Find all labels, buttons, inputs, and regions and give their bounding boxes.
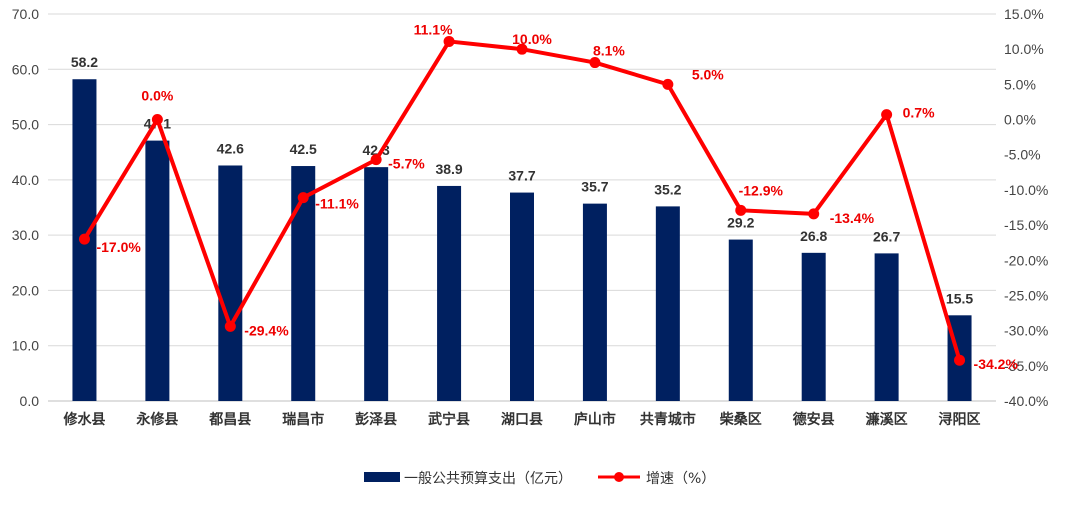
category-label: 永修县 [135, 411, 178, 428]
growth-point [808, 208, 820, 220]
right-axis-ticks: -40.0% -35.0% -30.0% -25.0% -20.0% -15.0% -10.… [1004, 6, 1048, 409]
left-tick-label: 30.0 [12, 227, 39, 243]
growth-data-label: 0.0% [141, 88, 173, 104]
category-axis-labels: 修水县 永修县 都昌县 瑞昌市 彭泽县 武宁县 湖口县 庐山市 共青城市 柴桑区 德安县 濂溪区 浔阳区 [62, 411, 980, 428]
right-tick-label: -25.0% [1004, 287, 1048, 303]
bar [437, 185, 462, 401]
growth-point [954, 354, 966, 366]
left-tick-label: 10.0 [12, 338, 39, 354]
right-tick-label: -30.0% [1004, 323, 1048, 339]
bar [874, 253, 899, 401]
growth-point [78, 233, 90, 245]
category-label: 柴桑区 [719, 411, 762, 428]
bar [218, 165, 243, 401]
growth-data-label: -34.2% [974, 356, 1019, 372]
growth-point [151, 114, 163, 126]
right-tick-label: -5.0% [1004, 147, 1041, 163]
bar-data-label: 38.9 [435, 161, 462, 177]
bar-data-label: 35.2 [654, 181, 681, 197]
category-label: 湖口县 [501, 412, 543, 428]
category-label: 武宁县 [428, 411, 470, 428]
bar [655, 206, 680, 401]
growth-data-label: 11.1% [414, 21, 453, 37]
right-tick-label: -15.0% [1004, 217, 1048, 233]
right-tick-label: -35.0% [1004, 358, 1048, 374]
bar-data-label: 42.6 [217, 140, 244, 156]
left-axis-ticks: 0.0 10.0 20.0 30.0 40.0 50.0 60.0 70.0 [12, 6, 39, 409]
line-data-labels: -17.0% 0.0% -29.4% -11.1% -5.7% 11.1% 10.0% 8.1… [96, 21, 1018, 372]
right-tick-label: -10.0% [1004, 182, 1048, 198]
legend-bar-label: 一般公共预算支出（亿元） [404, 471, 572, 487]
right-tick-label: 0.0% [1004, 112, 1036, 128]
left-tick-label: 20.0 [12, 282, 39, 298]
growth-data-label: -17.0% [96, 239, 141, 255]
bar-data-label: 26.7 [873, 228, 900, 244]
right-tick-label: -20.0% [1004, 252, 1048, 268]
category-label: 濂溪区 [866, 411, 908, 428]
growth-data-label: -13.4% [830, 210, 875, 226]
growth-point [589, 57, 601, 69]
right-tick-label: 5.0% [1004, 76, 1036, 92]
right-tick-label: -40.0% [1004, 393, 1048, 409]
legend-bar-swatch [364, 472, 400, 482]
bar-data-label: 58.2 [71, 54, 98, 70]
left-tick-label: 70.0 [12, 6, 39, 22]
growth-point [881, 109, 893, 121]
line-series [78, 35, 966, 366]
growth-point [370, 154, 382, 166]
category-label: 瑞昌市 [282, 411, 324, 428]
category-label: 德安县 [793, 411, 835, 428]
growth-point [224, 320, 236, 332]
left-tick-label: 40.0 [12, 172, 39, 188]
growth-point [516, 43, 528, 55]
growth-point [443, 35, 455, 47]
growth-data-label: 8.1% [593, 43, 625, 59]
bar [291, 166, 316, 401]
legend: 一般公共预算支出（亿元） 增速（%） [364, 471, 715, 487]
bar-data-labels: 58.247.142.642.542.338.937.735.735.229.2… [71, 54, 974, 306]
growth-point [662, 78, 674, 90]
right-tick-label: 10.0% [1004, 41, 1044, 57]
growth-data-label: 10.0% [512, 31, 552, 47]
bar-data-label: 37.7 [508, 168, 535, 184]
category-label: 都昌县 [208, 412, 251, 428]
bar-data-label: 26.8 [800, 228, 827, 244]
bar [364, 167, 389, 401]
bar-data-label: 29.2 [727, 215, 754, 231]
bar [801, 252, 826, 401]
legend-line-label: 增速（%） [646, 471, 715, 487]
bar [510, 192, 534, 401]
bar-data-label: 15.5 [946, 290, 973, 306]
bar-data-label: 35.7 [581, 179, 608, 195]
growth-data-label: -11.1% [315, 196, 359, 212]
category-label: 共青城市 [640, 411, 696, 428]
left-tick-label: 50.0 [12, 117, 39, 133]
growth-data-label: 5.0% [692, 66, 724, 82]
bar [145, 140, 170, 401]
bar [728, 239, 753, 401]
left-tick-label: 60.0 [12, 61, 39, 77]
category-label: 浔阳区 [939, 411, 981, 428]
growth-data-label: 0.7% [903, 105, 935, 121]
growth-data-label: -12.9% [739, 182, 784, 198]
category-label: 庐山市 [574, 411, 616, 428]
right-tick-label: 15.0% [1004, 6, 1044, 22]
bar [582, 203, 607, 401]
bar-series [72, 79, 972, 401]
growth-data-label: -5.7% [388, 156, 425, 172]
growth-data-label: -29.4% [244, 322, 289, 338]
left-tick-label: 0.0 [20, 393, 40, 409]
growth-point [297, 192, 309, 204]
legend-line-marker [614, 472, 624, 482]
bar-data-label: 42.5 [290, 141, 317, 157]
growth-point [735, 204, 747, 216]
category-label: 彭泽县 [355, 411, 397, 428]
category-label: 修水县 [62, 411, 105, 428]
